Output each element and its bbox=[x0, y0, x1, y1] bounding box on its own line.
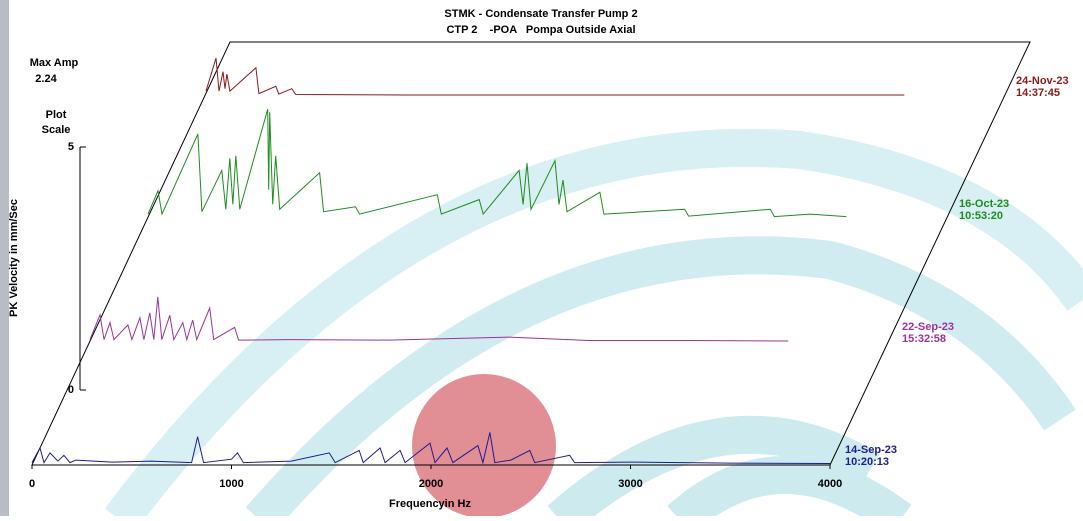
red-marker bbox=[412, 374, 556, 518]
legend-time: 15:32:58 bbox=[902, 333, 946, 345]
max-amp-label: Max Amp bbox=[30, 57, 79, 69]
legend-date: 24-Nov-23 bbox=[1016, 75, 1069, 87]
floor bbox=[31, 41, 1031, 466]
chart-subtitle: CTP 2 -POA Pompa Outside Axial bbox=[446, 24, 635, 36]
x-tick-label: 4000 bbox=[818, 478, 842, 490]
scale-label: Plot Scale bbox=[42, 109, 71, 136]
legend-date: 16-Oct-23 bbox=[959, 198, 1009, 210]
scale-tick-label: 5 bbox=[68, 141, 74, 153]
x-axis-label: Frequencyin Hz bbox=[389, 498, 471, 510]
x-tick-label: 3000 bbox=[618, 478, 642, 490]
x-tick-label: 0 bbox=[29, 478, 35, 490]
scale-tick-label: 0 bbox=[68, 384, 74, 396]
chart-title: STMK - Condensate Transfer Pump 2 bbox=[444, 8, 637, 20]
spectrum-line bbox=[147, 109, 847, 218]
x-tick-label: 2000 bbox=[419, 478, 443, 490]
spectrum-line bbox=[31, 432, 831, 465]
left-stripe bbox=[0, 0, 9, 516]
watermark bbox=[104, 128, 1083, 521]
spectrum-line bbox=[205, 57, 905, 96]
legend-date: 22-Sep-23 bbox=[902, 321, 954, 333]
legend-time: 14:37:45 bbox=[1016, 87, 1060, 99]
max-amp-value: 2.24 bbox=[35, 73, 57, 85]
y-axis-label: PK Velocity in mm/Sec bbox=[8, 199, 20, 317]
spectrum-line bbox=[89, 296, 789, 342]
legend-time: 10:20:13 bbox=[845, 456, 889, 468]
legend-date: 14-Sep-23 bbox=[845, 444, 897, 456]
x-tick-label: 1000 bbox=[219, 478, 243, 490]
legend-time: 10:53:20 bbox=[959, 210, 1003, 222]
